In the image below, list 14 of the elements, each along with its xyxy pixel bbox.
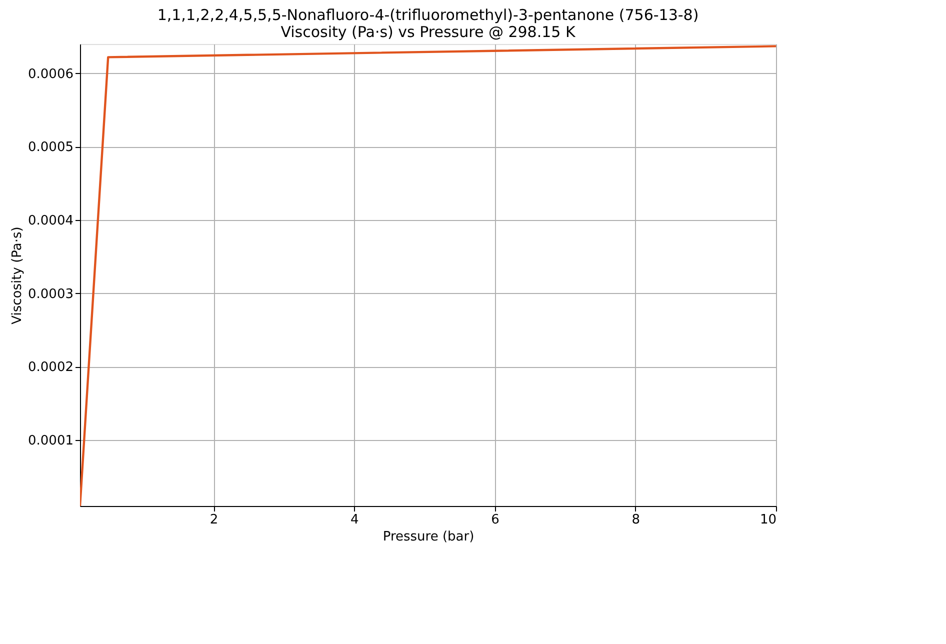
y-tick-label: 0.0003 [28,286,74,302]
x-tick-label: 4 [350,512,359,528]
y-tick-label: 0.0005 [28,140,74,156]
x-tick-label: 2 [210,512,218,528]
x-tick-label: 8 [632,512,640,528]
x-tick-label: 6 [491,512,500,528]
y-tick-label: 0.0001 [28,434,74,448]
y-tick-label: 0.0006 [28,66,74,82]
x-tick-label: 10 [760,512,776,528]
chart-title: 1,1,1,2,2,4,5,5,5-Nonafluoro-4-(trifluoromethyl)-3-pentanone (756-13-8) Viscosity (Pa·s) vs Pressure @ 298.15 K [157,6,699,41]
y-tick-label: 0.0002 [28,360,74,376]
y-axis-title: Viscosity (Pa·s) [10,226,26,324]
y-tick-label: 0.0004 [28,214,74,228]
x-axis-title: Pressure (bar) [382,530,474,544]
